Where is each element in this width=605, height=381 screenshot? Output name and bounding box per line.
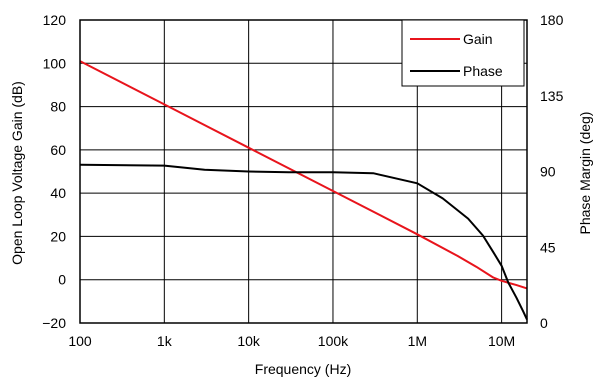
- x-tick-label: 1k: [157, 333, 173, 349]
- y-right-tick-label: 180: [540, 12, 564, 28]
- legend: Gain Phase: [401, 19, 525, 87]
- x-tick-label: 10k: [237, 333, 261, 349]
- y-right-tick-label: 0: [540, 315, 548, 331]
- y-left-tick-label: 80: [50, 99, 66, 115]
- legend-gain-label: Gain: [463, 31, 493, 47]
- y-right-tick-label: 135: [540, 88, 564, 104]
- grid: [80, 20, 527, 323]
- y-left-tick-label: 60: [50, 142, 66, 158]
- plot-frame: [79, 19, 528, 324]
- x-tick-label: 10M: [488, 333, 515, 349]
- series-line-gain: [79, 60, 528, 290]
- series-layer: [79, 60, 528, 321]
- y-left-tick-label: 20: [50, 228, 66, 244]
- y-left-tick-label: 0: [58, 272, 66, 288]
- y-axis-left-label: Open Loop Voltage Gain (dB): [9, 81, 25, 265]
- x-tick-label: 1M: [408, 333, 427, 349]
- y-right-tick-label: 90: [540, 164, 556, 180]
- legend-phase-label: Phase: [463, 63, 503, 79]
- y-left-tick-label: 40: [50, 185, 66, 201]
- y-left-tick-label: 120: [43, 12, 67, 28]
- y-right-tick-label: 45: [540, 239, 556, 255]
- legend-box: [401, 19, 525, 87]
- x-tick-label: 100: [68, 333, 92, 349]
- tick-labels: 100 1k 10k 100k 1M 10M −20 0 20 40 60 80 100 120 0 45 90…: [42, 12, 563, 349]
- x-tick-label: 100k: [318, 333, 349, 349]
- y-axis-right-label: Phase Margin (deg): [577, 112, 593, 235]
- y-left-tick-label: 100: [43, 55, 67, 71]
- y-left-tick-label: −20: [42, 315, 66, 331]
- series-line-phase: [79, 163, 528, 321]
- x-axis-label: Frequency (Hz): [255, 361, 351, 377]
